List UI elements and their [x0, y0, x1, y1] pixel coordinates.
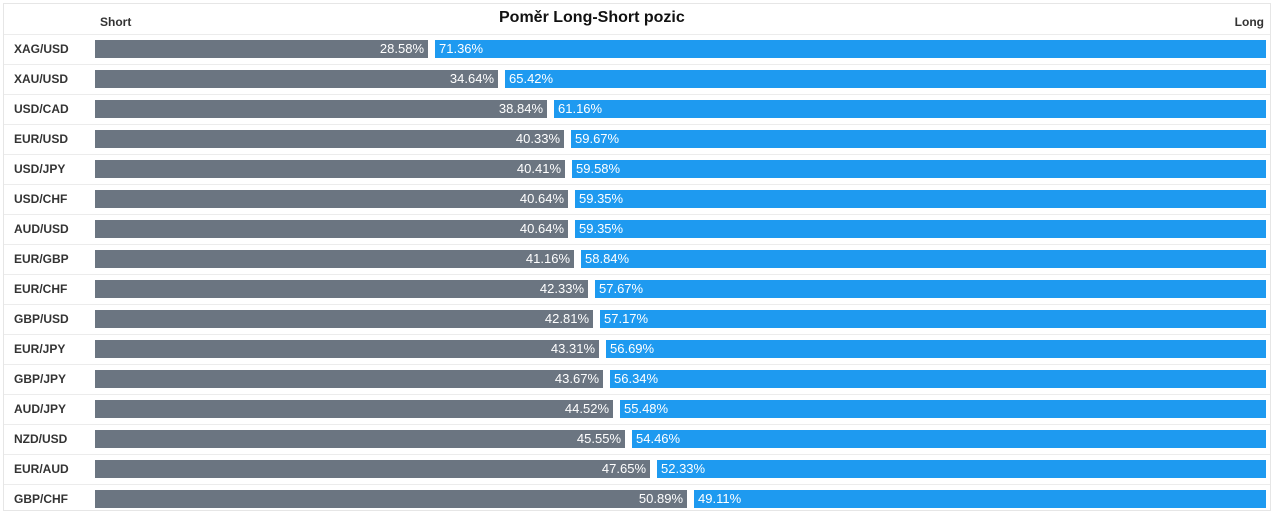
- long-bar: 57.17%: [600, 310, 1266, 328]
- short-bar: 43.31%: [95, 340, 599, 358]
- table-row: NZD/USD 45.55% 54.46%: [4, 424, 1270, 454]
- long-bar: 71.36%: [435, 40, 1266, 58]
- symbol-label: XAG/USD: [14, 42, 69, 56]
- long-bar: 56.34%: [610, 370, 1266, 388]
- table-row: USD/JPY 40.41% 59.58%: [4, 154, 1270, 184]
- short-bar: 42.33%: [95, 280, 588, 298]
- symbol-label: USD/JPY: [14, 162, 66, 176]
- short-bar: 50.89%: [95, 490, 687, 508]
- short-bar: 41.16%: [95, 250, 574, 268]
- table-row: EUR/CHF 42.33% 57.67%: [4, 274, 1270, 304]
- short-bar: 45.55%: [95, 430, 625, 448]
- table-row: GBP/JPY 43.67% 56.34%: [4, 364, 1270, 394]
- table-row: EUR/AUD 47.65% 52.33%: [4, 454, 1270, 484]
- long-bar: 59.35%: [575, 190, 1266, 208]
- table-row: XAU/USD 34.64% 65.42%: [4, 64, 1270, 94]
- short-bar: 43.67%: [95, 370, 603, 388]
- short-header: Short: [100, 15, 132, 29]
- symbol-label: NZD/USD: [14, 432, 68, 446]
- symbol-label: XAU/USD: [14, 72, 69, 86]
- symbol-label: AUD/JPY: [14, 402, 67, 416]
- long-bar: 59.58%: [572, 160, 1266, 178]
- long-bar: 52.33%: [657, 460, 1266, 478]
- table-row: AUD/JPY 44.52% 55.48%: [4, 394, 1270, 424]
- long-bar: 59.35%: [575, 220, 1266, 238]
- long-bar: 58.84%: [581, 250, 1266, 268]
- chart-rows: XAG/USD 28.58% 71.36% XAU/USD 34.64% 65.42% US…: [4, 34, 1270, 514]
- table-row: EUR/USD 40.33% 59.67%: [4, 124, 1270, 154]
- short-bar: 38.84%: [95, 100, 547, 118]
- short-bar: 40.33%: [95, 130, 564, 148]
- long-short-chart-panel: Short Poměr Long-Short pozic Long XAG/US…: [3, 3, 1271, 511]
- long-bar: 65.42%: [505, 70, 1266, 88]
- short-bar: 40.64%: [95, 220, 568, 238]
- short-bar: 42.81%: [95, 310, 593, 328]
- long-bar: 56.69%: [606, 340, 1266, 358]
- long-header: Long: [1234, 15, 1264, 29]
- table-row: AUD/USD 40.64% 59.35%: [4, 214, 1270, 244]
- table-row: EUR/JPY 43.31% 56.69%: [4, 334, 1270, 364]
- symbol-label: AUD/USD: [14, 222, 69, 236]
- long-bar: 55.48%: [620, 400, 1266, 418]
- symbol-label: GBP/CHF: [14, 492, 68, 506]
- table-row: USD/CAD 38.84% 61.16%: [4, 94, 1270, 124]
- symbol-label: EUR/AUD: [14, 462, 69, 476]
- symbol-label: EUR/JPY: [14, 342, 66, 356]
- short-bar: 44.52%: [95, 400, 613, 418]
- short-bar: 40.41%: [95, 160, 565, 178]
- symbol-label: GBP/JPY: [14, 372, 67, 386]
- long-bar: 49.11%: [694, 490, 1266, 508]
- symbol-label: EUR/GBP: [14, 252, 69, 266]
- chart-title: Poměr Long-Short pozic: [499, 9, 685, 26]
- table-row: GBP/USD 42.81% 57.17%: [4, 304, 1270, 334]
- table-row: EUR/GBP 41.16% 58.84%: [4, 244, 1270, 274]
- short-bar: 28.58%: [95, 40, 428, 58]
- table-row: USD/CHF 40.64% 59.35%: [4, 184, 1270, 214]
- symbol-label: USD/CHF: [14, 192, 68, 206]
- symbol-label: GBP/USD: [14, 312, 69, 326]
- short-bar: 40.64%: [95, 190, 568, 208]
- long-bar: 57.67%: [595, 280, 1266, 298]
- symbol-label: USD/CAD: [14, 102, 69, 116]
- long-bar: 59.67%: [571, 130, 1266, 148]
- short-bar: 34.64%: [95, 70, 498, 88]
- symbol-label: EUR/CHF: [14, 282, 68, 296]
- table-row: XAG/USD 28.58% 71.36%: [4, 34, 1270, 64]
- symbol-label: EUR/USD: [14, 132, 69, 146]
- long-bar: 61.16%: [554, 100, 1266, 118]
- table-row: GBP/CHF 50.89% 49.11%: [4, 484, 1270, 514]
- short-bar: 47.65%: [95, 460, 650, 478]
- long-bar: 54.46%: [632, 430, 1266, 448]
